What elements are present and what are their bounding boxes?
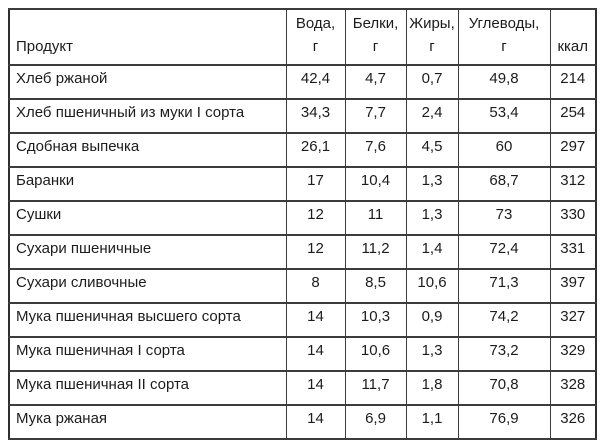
water-cell: 26,1 (285, 132, 346, 168)
carbs-cell: 68,7 (457, 166, 551, 202)
fat-cell: 1,3 (405, 336, 459, 372)
water-cell: 42,4 (285, 64, 346, 100)
table-header: Продукт Вода, г Белки, г Жиры, г Углевод… (8, 8, 597, 66)
column-header-water: Вода, г (285, 8, 346, 66)
kcal-cell: 297 (549, 132, 597, 168)
protein-cell: 11,2 (344, 234, 407, 270)
kcal-cell: 254 (549, 98, 597, 134)
water-cell: 14 (285, 302, 346, 338)
protein-cell: 7,7 (344, 98, 407, 134)
table-body: Хлеб ржаной 42,4 4,7 0,7 49,8 214 Хлеб п… (8, 64, 597, 440)
product-cell: Сушки (8, 200, 287, 236)
nutrition-table: Продукт Вода, г Белки, г Жиры, г Углевод… (8, 8, 597, 440)
carbs-cell: 73,2 (457, 336, 551, 372)
product-cell: Сухари пшеничные (8, 234, 287, 270)
kcal-cell: 331 (549, 234, 597, 270)
fat-cell: 1,3 (405, 166, 459, 202)
protein-cell: 7,6 (344, 132, 407, 168)
fat-cell: 1,8 (405, 370, 459, 406)
protein-cell: 6,9 (344, 404, 407, 440)
column-header-water-line1: Вода, (295, 15, 336, 32)
product-cell: Сухари сливочные (8, 268, 287, 304)
fat-cell: 0,7 (405, 64, 459, 100)
carbs-cell: 76,9 (457, 404, 551, 440)
product-cell: Мука пшеничная высшего сорта (8, 302, 287, 338)
protein-cell: 11 (344, 200, 407, 236)
column-header-carbs-line1: Углеводы, (468, 15, 540, 32)
water-cell: 12 (285, 234, 346, 270)
table-row: Сухари сливочные 8 8,5 10,6 71,3 397 (8, 268, 597, 304)
table-row: Сдобная выпечка 26,1 7,6 4,5 60 297 (8, 132, 597, 168)
kcal-cell: 312 (549, 166, 597, 202)
fat-cell: 10,6 (405, 268, 459, 304)
column-header-fat-line2: г (429, 38, 435, 55)
column-header-carbs: Углеводы, г (457, 8, 551, 66)
table-row: Мука пшеничная I сорта 14 10,6 1,3 73,2 … (8, 336, 597, 372)
column-header-water-line2: г (312, 38, 319, 55)
carbs-cell: 60 (457, 132, 551, 168)
column-header-protein-line1: Белки, (352, 15, 399, 32)
fat-cell: 1,4 (405, 234, 459, 270)
fat-cell: 0,9 (405, 302, 459, 338)
kcal-cell: 397 (549, 268, 597, 304)
water-cell: 34,3 (285, 98, 346, 134)
carbs-cell: 71,3 (457, 268, 551, 304)
water-cell: 14 (285, 336, 346, 372)
table-row: Хлеб ржаной 42,4 4,7 0,7 49,8 214 (8, 64, 597, 100)
product-cell: Мука ржаная (8, 404, 287, 440)
column-header-carbs-line2: г (501, 38, 507, 55)
fat-cell: 1,1 (405, 404, 459, 440)
water-cell: 17 (285, 166, 346, 202)
kcal-cell: 326 (549, 404, 597, 440)
carbs-cell: 72,4 (457, 234, 551, 270)
product-cell: Хлеб ржаной (8, 64, 287, 100)
carbs-cell: 74,2 (457, 302, 551, 338)
product-cell: Мука пшеничная II сорта (8, 370, 287, 406)
protein-cell: 10,6 (344, 336, 407, 372)
table-row: Баранки 17 10,4 1,3 68,7 312 (8, 166, 597, 202)
water-cell: 12 (285, 200, 346, 236)
water-cell: 8 (285, 268, 346, 304)
carbs-cell: 53,4 (457, 98, 551, 134)
kcal-cell: 330 (549, 200, 597, 236)
carbs-cell: 73 (457, 200, 551, 236)
fat-cell: 1,3 (405, 200, 459, 236)
fat-cell: 4,5 (405, 132, 459, 168)
table-row: Мука пшеничная высшего сорта 14 10,3 0,9… (8, 302, 597, 338)
table-row: Мука пшеничная II сорта 14 11,7 1,8 70,8… (8, 370, 597, 406)
column-header-protein-line2: г (372, 38, 379, 55)
kcal-cell: 329 (549, 336, 597, 372)
table-row: Хлеб пшеничный из муки I сорта 34,3 7,7 … (8, 98, 597, 134)
column-header-kcal-line1: ккал (557, 38, 589, 55)
protein-cell: 10,4 (344, 166, 407, 202)
product-cell: Баранки (8, 166, 287, 202)
column-header-protein: Белки, г (344, 8, 407, 66)
carbs-cell: 49,8 (457, 64, 551, 100)
fat-cell: 2,4 (405, 98, 459, 134)
column-header-kcal: ккал (549, 8, 597, 66)
kcal-cell: 327 (549, 302, 597, 338)
column-header-fat-line1: Жиры, (409, 15, 455, 32)
table-row: Сушки 12 11 1,3 73 330 (8, 200, 597, 236)
kcal-cell: 214 (549, 64, 597, 100)
column-header-fat: Жиры, г (405, 8, 459, 66)
table-row: Сухари пшеничные 12 11,2 1,4 72,4 331 (8, 234, 597, 270)
carbs-cell: 70,8 (457, 370, 551, 406)
table-row: Мука ржаная 14 6,9 1,1 76,9 326 (8, 404, 597, 440)
water-cell: 14 (285, 370, 346, 406)
product-cell: Хлеб пшеничный из муки I сорта (8, 98, 287, 134)
protein-cell: 8,5 (344, 268, 407, 304)
protein-cell: 4,7 (344, 64, 407, 100)
water-cell: 14 (285, 404, 346, 440)
product-cell: Сдобная выпечка (8, 132, 287, 168)
product-cell: Мука пшеничная I сорта (8, 336, 287, 372)
header-row: Продукт Вода, г Белки, г Жиры, г Углевод… (8, 8, 597, 66)
kcal-cell: 328 (549, 370, 597, 406)
column-header-product: Продукт (8, 8, 287, 66)
protein-cell: 11,7 (344, 370, 407, 406)
protein-cell: 10,3 (344, 302, 407, 338)
